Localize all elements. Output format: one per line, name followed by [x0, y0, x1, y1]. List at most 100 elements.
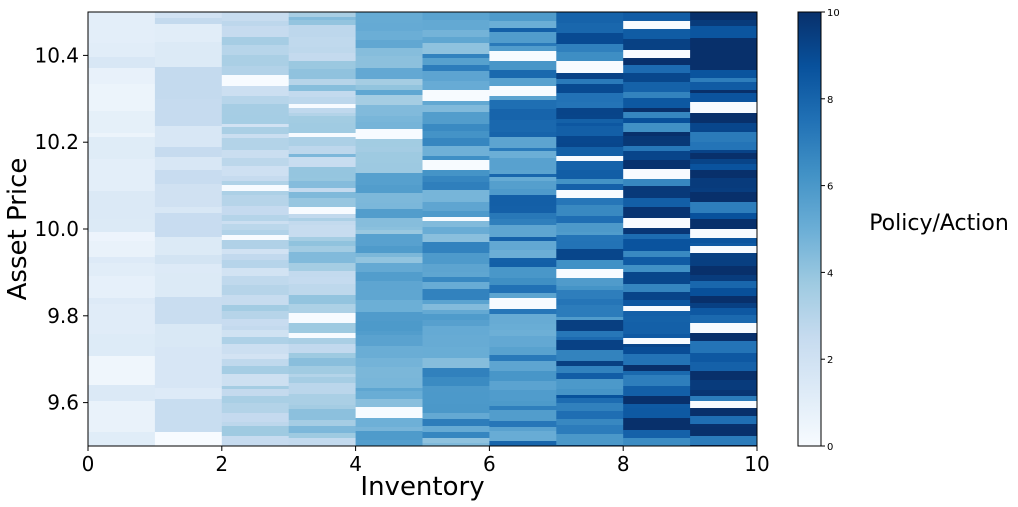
heat-cell	[288, 377, 357, 384]
heat-cell	[221, 124, 290, 128]
heat-cell	[355, 246, 423, 254]
heat-cell	[623, 239, 691, 252]
heat-cell	[623, 371, 691, 376]
heat-cell	[221, 185, 290, 192]
heat-cell	[489, 174, 557, 178]
heat-cell	[422, 54, 490, 59]
heat-cell	[288, 167, 357, 179]
heat-cell	[355, 227, 423, 231]
heat-cell	[154, 67, 223, 100]
heat-cell	[489, 298, 557, 310]
heat-cell	[355, 79, 423, 86]
heat-cell	[623, 123, 691, 133]
heat-cell	[288, 137, 357, 147]
heat-cell	[221, 21, 290, 27]
heat-cell	[422, 320, 490, 327]
heat-cell	[221, 191, 290, 196]
heat-cell	[623, 251, 691, 258]
heat-cell	[288, 246, 357, 253]
heat-cell	[690, 308, 758, 316]
heat-cell	[422, 282, 490, 290]
y-axis-label: Asset Price	[3, 158, 33, 301]
heat-cell	[489, 151, 557, 159]
heat-cell	[556, 320, 624, 332]
heat-cell	[690, 49, 758, 58]
heat-cell	[288, 333, 357, 339]
heat-cell	[489, 43, 557, 47]
heat-cell	[690, 188, 758, 193]
x-tick-label: 2	[215, 452, 228, 476]
heat-cell	[489, 28, 557, 33]
heat-cell	[288, 17, 357, 21]
heat-cell	[422, 413, 490, 420]
heat-cell	[489, 262, 557, 268]
colorbar	[797, 11, 822, 447]
heat-cell	[422, 101, 490, 106]
heat-cell	[288, 53, 357, 62]
heat-cell	[288, 366, 357, 375]
heat-cell	[422, 131, 490, 139]
heat-cell	[154, 170, 223, 185]
heat-cell	[88, 241, 156, 258]
heat-cell	[221, 413, 290, 423]
heat-cell	[690, 266, 758, 272]
heat-cell	[88, 263, 156, 277]
heat-cell	[288, 394, 357, 406]
heat-cell	[355, 300, 423, 313]
heat-cell	[623, 292, 691, 301]
heat-cell	[489, 336, 557, 348]
heat-cell	[623, 257, 691, 266]
heat-cell	[556, 299, 624, 306]
heat-cell	[556, 337, 624, 341]
heat-cell	[690, 341, 758, 354]
heat-cell	[154, 432, 223, 447]
heat-cell	[422, 124, 490, 132]
heat-cell	[288, 12, 357, 18]
heat-cell	[154, 273, 223, 298]
heat-cell	[88, 356, 156, 386]
heat-cell	[355, 399, 423, 408]
heat-cell	[690, 258, 758, 267]
heat-cell	[623, 169, 691, 180]
heat-cell	[690, 238, 758, 244]
heat-cell	[422, 253, 490, 265]
heat-cell	[288, 69, 357, 80]
heat-cell	[355, 209, 423, 219]
heat-cell	[422, 300, 490, 305]
heat-cell	[690, 170, 758, 179]
heat-cell	[623, 347, 691, 355]
heat-cell	[88, 304, 156, 335]
heat-cell	[422, 182, 490, 191]
heat-cell	[556, 278, 624, 287]
heat-cell	[355, 218, 423, 228]
heat-cell	[690, 198, 758, 203]
heat-cell	[623, 354, 691, 366]
heat-cell	[355, 242, 423, 247]
heat-cell	[556, 79, 624, 85]
heat-cell	[422, 81, 490, 91]
heat-cell	[288, 47, 357, 54]
heat-cell	[288, 221, 357, 226]
heat-cell	[221, 66, 290, 76]
heat-cell	[154, 399, 223, 433]
heat-cell	[623, 284, 691, 293]
heat-cell	[355, 105, 423, 117]
heat-cell	[422, 43, 490, 55]
heat-cell	[288, 353, 357, 359]
heat-cell	[288, 237, 357, 242]
heat-cell	[288, 271, 357, 278]
heat-cell	[690, 90, 758, 94]
heat-cell	[422, 156, 490, 161]
heat-cell	[355, 427, 423, 432]
heat-cell	[489, 32, 557, 44]
heat-cell	[489, 258, 557, 263]
heat-cell	[154, 264, 223, 274]
heat-cell	[422, 105, 490, 113]
heat-cell	[623, 21, 691, 30]
x-tick-label: 6	[483, 452, 496, 476]
heat-cell	[288, 241, 357, 247]
heat-cell	[556, 123, 624, 127]
heat-cell	[288, 374, 357, 378]
heat-cell	[489, 371, 557, 382]
x-axis-ticks: 0 2 4 6 8 10	[82, 446, 770, 476]
